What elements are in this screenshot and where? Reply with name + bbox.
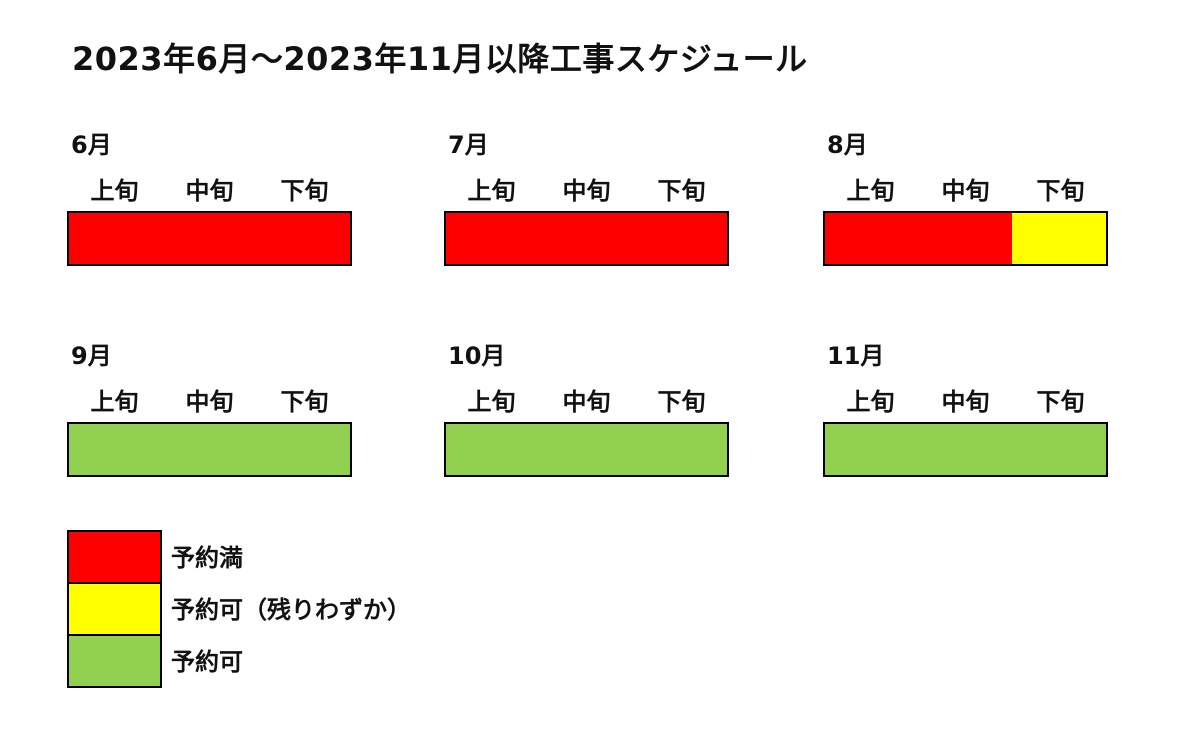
legend-swatch bbox=[67, 582, 162, 634]
segment-mid bbox=[539, 213, 634, 264]
segment-late bbox=[1012, 424, 1107, 475]
period-label-mid: 中旬 bbox=[562, 388, 611, 416]
segment-early bbox=[446, 213, 540, 264]
legend-label: 予約可 bbox=[171, 648, 243, 676]
period-label-early: 上旬 bbox=[467, 388, 516, 416]
period-labels: 上旬 中旬 下旬 bbox=[444, 382, 729, 416]
period-label-late: 下旬 bbox=[280, 388, 329, 416]
segment-late bbox=[633, 213, 728, 264]
segment-mid bbox=[162, 424, 257, 475]
month-label: 8月 bbox=[827, 131, 868, 159]
segment-late bbox=[633, 424, 728, 475]
schedule-bar bbox=[823, 422, 1108, 477]
period-label-mid: 中旬 bbox=[941, 177, 990, 205]
period-labels: 上旬 中旬 下旬 bbox=[823, 171, 1108, 205]
schedule-bar bbox=[444, 422, 729, 477]
month-label: 9月 bbox=[71, 342, 112, 370]
period-label-late: 下旬 bbox=[280, 177, 329, 205]
month-label: 6月 bbox=[71, 131, 112, 159]
month-label: 11月 bbox=[827, 342, 885, 370]
segment-early bbox=[446, 424, 540, 475]
period-label-early: 上旬 bbox=[846, 177, 895, 205]
period-label-early: 上旬 bbox=[467, 177, 516, 205]
segment-mid bbox=[918, 213, 1013, 264]
schedule-title: 2023年6月～2023年11月以降工事スケジュール bbox=[72, 40, 808, 78]
period-label-late: 下旬 bbox=[657, 388, 706, 416]
segment-mid bbox=[162, 213, 257, 264]
period-labels: 上旬 中旬 下旬 bbox=[823, 382, 1108, 416]
segment-early bbox=[69, 424, 163, 475]
schedule-bar bbox=[444, 211, 729, 266]
period-label-early: 上旬 bbox=[90, 177, 139, 205]
period-label-early: 上旬 bbox=[846, 388, 895, 416]
period-label-mid: 中旬 bbox=[941, 388, 990, 416]
legend-swatch bbox=[67, 530, 162, 582]
schedule-bar bbox=[67, 422, 352, 477]
month-label: 10月 bbox=[448, 342, 506, 370]
period-label-mid: 中旬 bbox=[562, 177, 611, 205]
segment-mid bbox=[539, 424, 634, 475]
month-label: 7月 bbox=[448, 131, 489, 159]
legend-label: 予約可（残りわずか） bbox=[171, 596, 411, 624]
period-labels: 上旬 中旬 下旬 bbox=[67, 171, 352, 205]
segment-early bbox=[825, 424, 919, 475]
segment-early bbox=[825, 213, 919, 264]
period-labels: 上旬 中旬 下旬 bbox=[444, 171, 729, 205]
schedule-bar bbox=[823, 211, 1108, 266]
period-label-mid: 中旬 bbox=[185, 177, 234, 205]
segment-late bbox=[256, 213, 351, 264]
segment-late bbox=[256, 424, 351, 475]
period-label-mid: 中旬 bbox=[185, 388, 234, 416]
period-label-early: 上旬 bbox=[90, 388, 139, 416]
segment-late bbox=[1012, 213, 1107, 264]
segment-mid bbox=[918, 424, 1013, 475]
schedule-bar bbox=[67, 211, 352, 266]
period-labels: 上旬 中旬 下旬 bbox=[67, 382, 352, 416]
period-label-late: 下旬 bbox=[657, 177, 706, 205]
period-label-late: 下旬 bbox=[1036, 177, 1085, 205]
legend-swatch bbox=[67, 634, 162, 688]
legend-label: 予約満 bbox=[171, 544, 243, 572]
segment-early bbox=[69, 213, 163, 264]
period-label-late: 下旬 bbox=[1036, 388, 1085, 416]
